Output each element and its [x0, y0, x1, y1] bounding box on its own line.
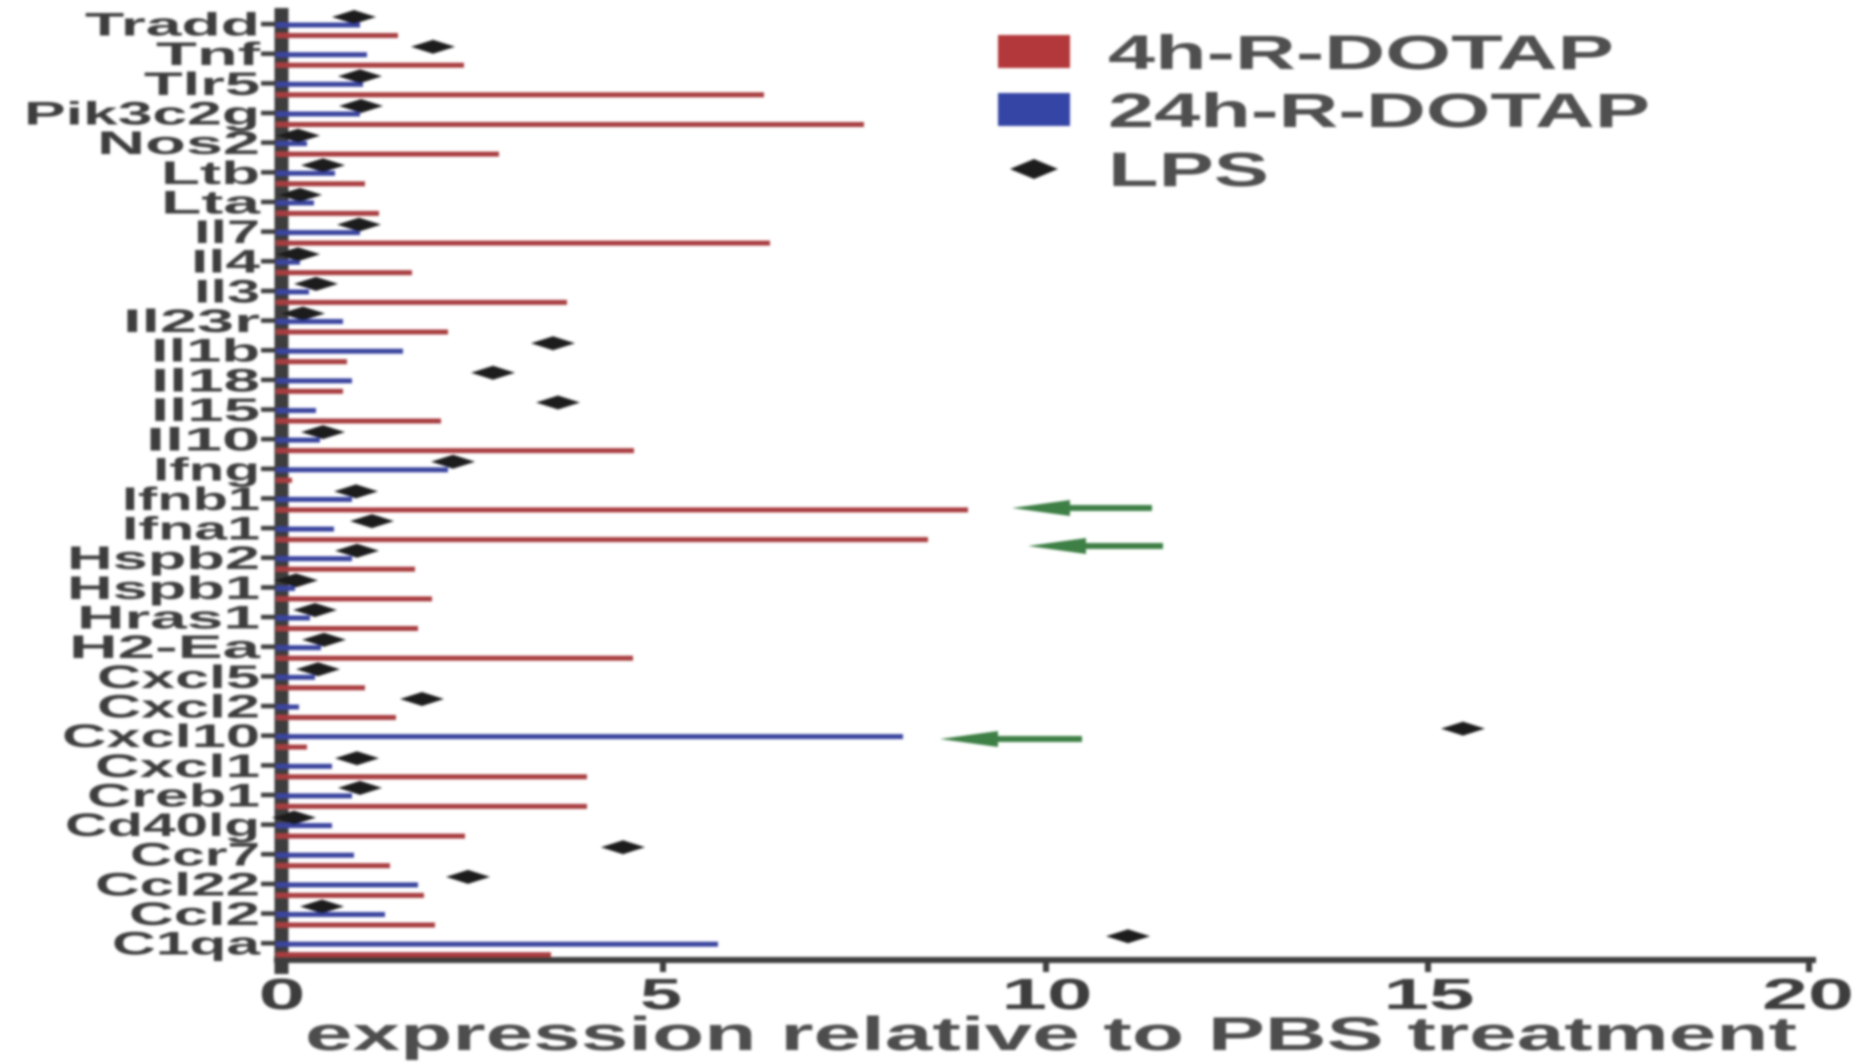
svg-text:Il1b: Il1b [151, 333, 260, 369]
svg-text:Il18: Il18 [151, 362, 260, 398]
svg-text:Tnf: Tnf [156, 36, 261, 72]
svg-text:Cxcl1: Cxcl1 [95, 748, 260, 784]
svg-text:Ccl22: Ccl22 [95, 866, 260, 902]
svg-text:24h-R-DOTAP: 24h-R-DOTAP [1108, 85, 1650, 138]
svg-text:Hspb1: Hspb1 [67, 570, 260, 606]
svg-text:Ifnb1: Ifnb1 [122, 481, 260, 517]
svg-text:Hspb2: Hspb2 [67, 540, 260, 576]
svg-text:Ccr7: Ccr7 [130, 837, 260, 873]
svg-text:Il15: Il15 [151, 392, 260, 428]
svg-text:5: 5 [640, 970, 682, 1019]
svg-text:Cxcl2: Cxcl2 [97, 689, 260, 725]
svg-text:Tlr5: Tlr5 [144, 66, 260, 102]
svg-text:Creb1: Creb1 [87, 777, 260, 813]
svg-text:Il10: Il10 [146, 422, 260, 458]
svg-text:0: 0 [259, 970, 306, 1019]
svg-text:Cxcl10: Cxcl10 [62, 718, 260, 754]
svg-text:10: 10 [1002, 970, 1093, 1019]
svg-text:C1qa: C1qa [112, 926, 260, 962]
svg-text:Il23r: Il23r [123, 303, 260, 339]
svg-text:H2-Ea: H2-Ea [69, 629, 260, 665]
svg-text:Ifna1: Ifna1 [122, 511, 260, 547]
svg-text:Il4: Il4 [191, 244, 260, 280]
svg-text:expression relative to PBS tre: expression relative to PBS treatment [305, 1007, 1798, 1060]
svg-text:Il3: Il3 [194, 273, 260, 309]
svg-text:Pik3c2g: Pik3c2g [24, 96, 260, 132]
svg-text:15: 15 [1384, 970, 1475, 1019]
svg-text:20: 20 [1762, 970, 1854, 1019]
svg-text:Il7: Il7 [194, 214, 260, 250]
svg-text:Hras1: Hras1 [77, 600, 260, 636]
svg-text:4h-R-DOTAP: 4h-R-DOTAP [1108, 27, 1614, 80]
svg-text:Lta: Lta [161, 184, 260, 220]
svg-text:Nos2: Nos2 [97, 125, 260, 161]
svg-text:Ifng: Ifng [153, 451, 260, 487]
svg-text:Ltb: Ltb [161, 155, 260, 191]
svg-text:Cxcl5: Cxcl5 [97, 659, 260, 695]
svg-text:Tradd: Tradd [85, 7, 260, 43]
svg-text:LPS: LPS [1108, 144, 1269, 197]
svg-text:Cd40lg: Cd40lg [65, 807, 260, 843]
svg-text:Ccl2: Ccl2 [129, 896, 260, 932]
